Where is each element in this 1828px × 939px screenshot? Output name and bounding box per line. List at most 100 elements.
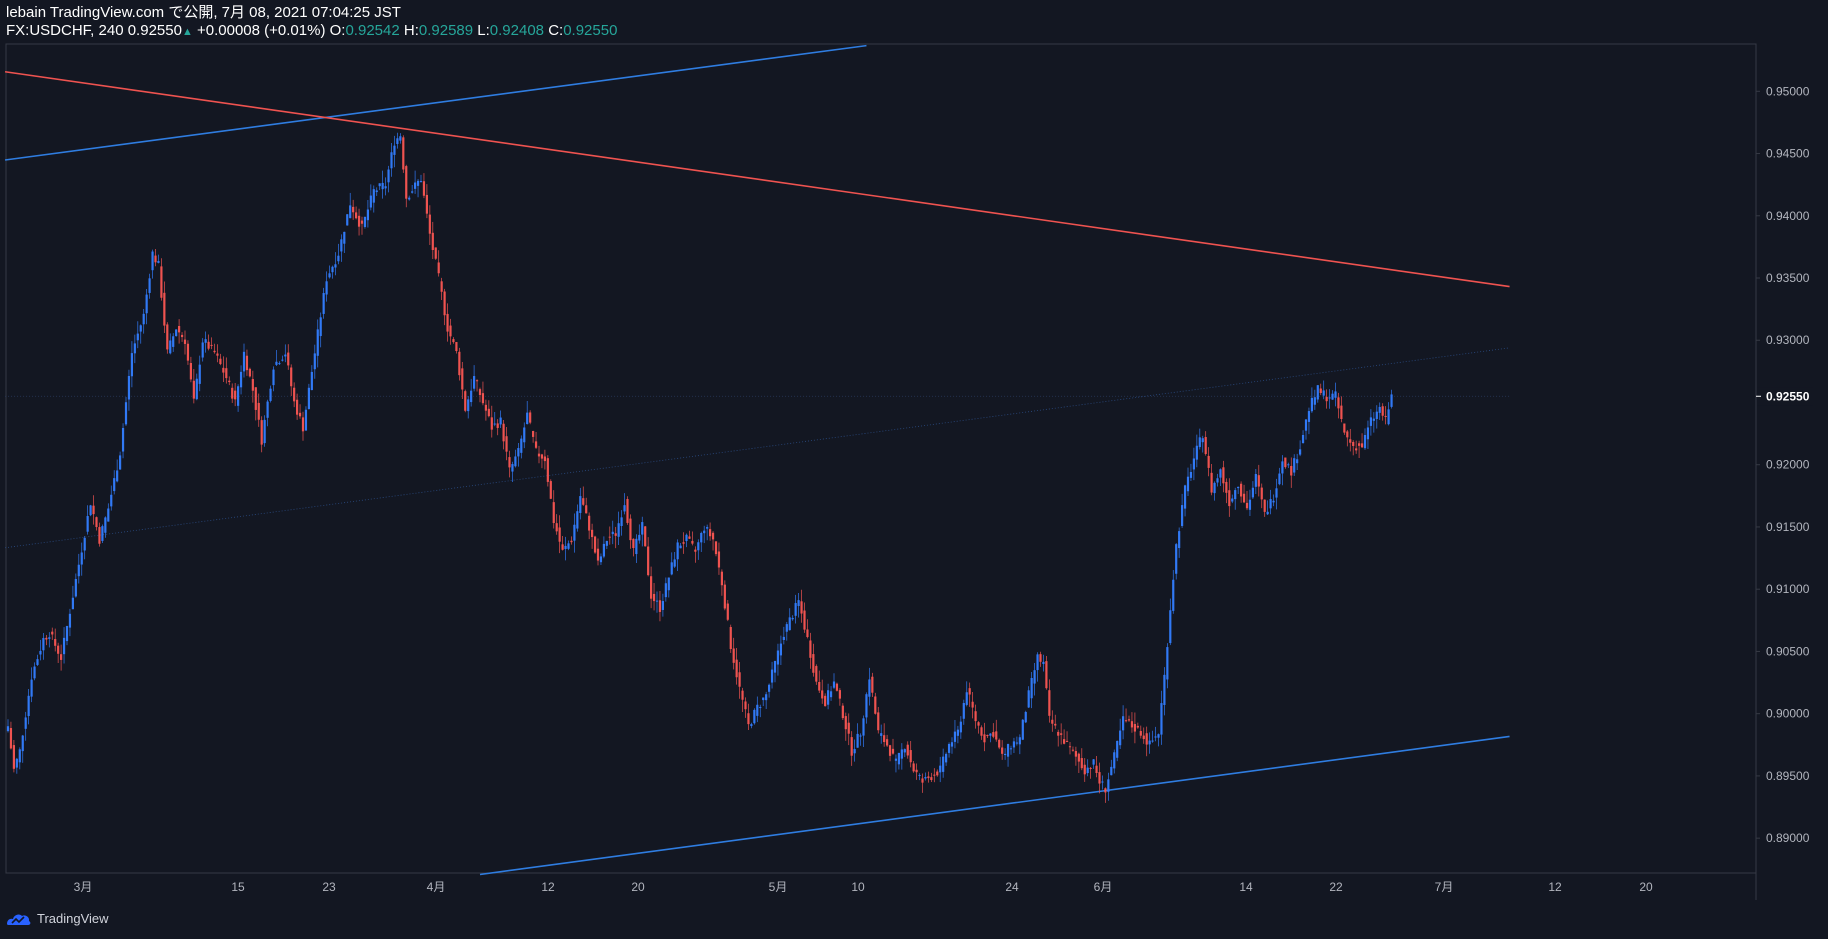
candle-body bbox=[6, 726, 10, 732]
published-line: lebain TradingView.com で公開, 7月 08, 2021 … bbox=[6, 4, 401, 21]
candle-body bbox=[487, 408, 490, 417]
candle-body bbox=[248, 368, 251, 377]
candle-body bbox=[791, 617, 794, 620]
candle-body bbox=[440, 281, 443, 292]
candle-body bbox=[1074, 751, 1077, 757]
plot-frame bbox=[5, 43, 1757, 874]
candle-body bbox=[986, 734, 989, 737]
candle-body bbox=[706, 527, 709, 529]
candle-body bbox=[57, 645, 60, 654]
candle-body bbox=[785, 624, 788, 632]
candle-body bbox=[369, 195, 372, 208]
candle-body bbox=[953, 731, 957, 742]
candle-body bbox=[331, 266, 334, 273]
candle-body bbox=[157, 260, 160, 263]
candle-body bbox=[747, 713, 750, 725]
candle-body bbox=[414, 182, 417, 189]
candle-body bbox=[593, 536, 597, 553]
candle-body bbox=[1198, 437, 1201, 448]
candle-body bbox=[1204, 437, 1207, 455]
candle-body bbox=[1325, 396, 1328, 402]
candle-body bbox=[1358, 443, 1361, 446]
candle-body bbox=[570, 540, 573, 543]
low-label: L: bbox=[477, 22, 490, 39]
candle-body bbox=[1301, 434, 1305, 444]
candle-body bbox=[880, 733, 883, 736]
candle-body bbox=[484, 404, 487, 411]
candle-body bbox=[402, 137, 405, 170]
candle-body bbox=[21, 735, 24, 752]
candle-body bbox=[818, 681, 821, 691]
candle-body bbox=[160, 266, 163, 298]
candle-body bbox=[658, 600, 662, 612]
candle-body bbox=[1313, 397, 1316, 405]
candle-body bbox=[850, 737, 853, 756]
candle-body bbox=[1086, 767, 1089, 774]
candle-body bbox=[266, 401, 269, 418]
candle-body bbox=[30, 679, 33, 697]
candle-body bbox=[1369, 417, 1372, 426]
candle-body bbox=[620, 517, 623, 526]
candle-body bbox=[703, 530, 706, 534]
y-tick-label: 0.94000 bbox=[1766, 209, 1810, 223]
candle-body bbox=[679, 545, 682, 549]
candle-body bbox=[502, 423, 505, 442]
y-tick-label: 0.94500 bbox=[1766, 147, 1810, 161]
candle-body bbox=[753, 709, 756, 724]
brand-label: TradingView bbox=[37, 911, 109, 926]
candle-body bbox=[1160, 703, 1163, 735]
candle-body bbox=[942, 756, 945, 772]
candle-body bbox=[175, 329, 178, 337]
candle-body bbox=[74, 579, 77, 597]
candle-body bbox=[508, 457, 511, 468]
candle-body bbox=[773, 660, 777, 673]
candle-body bbox=[154, 255, 157, 263]
candle-body bbox=[700, 532, 703, 543]
candle-body bbox=[1387, 409, 1390, 425]
x-tick-label: 23 bbox=[322, 880, 336, 894]
candle-body bbox=[1012, 741, 1016, 748]
candle-body bbox=[543, 456, 546, 462]
candle-body bbox=[381, 182, 384, 190]
candle-body bbox=[408, 197, 411, 200]
candle-body bbox=[694, 549, 697, 552]
candle-body bbox=[918, 774, 921, 776]
candle-body bbox=[962, 703, 965, 719]
current-price-label: 0.92550 bbox=[1766, 389, 1810, 403]
candle-body bbox=[1225, 481, 1228, 493]
candle-body bbox=[750, 724, 753, 727]
candle-body bbox=[768, 684, 771, 692]
x-tick-label: 6月 bbox=[1094, 880, 1113, 894]
candle-body bbox=[853, 749, 856, 754]
candle-body bbox=[107, 508, 110, 522]
candle-body bbox=[1130, 721, 1134, 728]
candle-body bbox=[287, 352, 290, 366]
candle-body bbox=[464, 391, 467, 411]
candle-body bbox=[968, 688, 971, 695]
candle-body bbox=[216, 353, 219, 356]
candle-body bbox=[281, 359, 284, 361]
candle-body bbox=[77, 564, 80, 577]
candle-body bbox=[1245, 502, 1249, 509]
y-tick-label: 0.89000 bbox=[1766, 831, 1810, 845]
candle-body bbox=[995, 731, 998, 740]
candle-body bbox=[151, 251, 154, 271]
candle-body bbox=[608, 536, 611, 538]
tradingview-logo-icon bbox=[7, 914, 31, 925]
candle-body bbox=[68, 613, 72, 628]
candle-body bbox=[316, 329, 319, 356]
candle-body bbox=[71, 597, 74, 610]
candle-body bbox=[1006, 744, 1010, 757]
candle-body bbox=[301, 417, 305, 432]
candle-body bbox=[900, 749, 903, 759]
candle-body bbox=[1036, 654, 1039, 671]
candle-body bbox=[661, 601, 664, 610]
candle-body bbox=[720, 571, 723, 586]
candle-body bbox=[192, 380, 195, 399]
candle-body bbox=[927, 776, 930, 779]
candle-body bbox=[119, 455, 122, 470]
candle-body bbox=[1257, 475, 1260, 487]
candle-body bbox=[998, 739, 1001, 748]
candle-body bbox=[183, 339, 187, 344]
